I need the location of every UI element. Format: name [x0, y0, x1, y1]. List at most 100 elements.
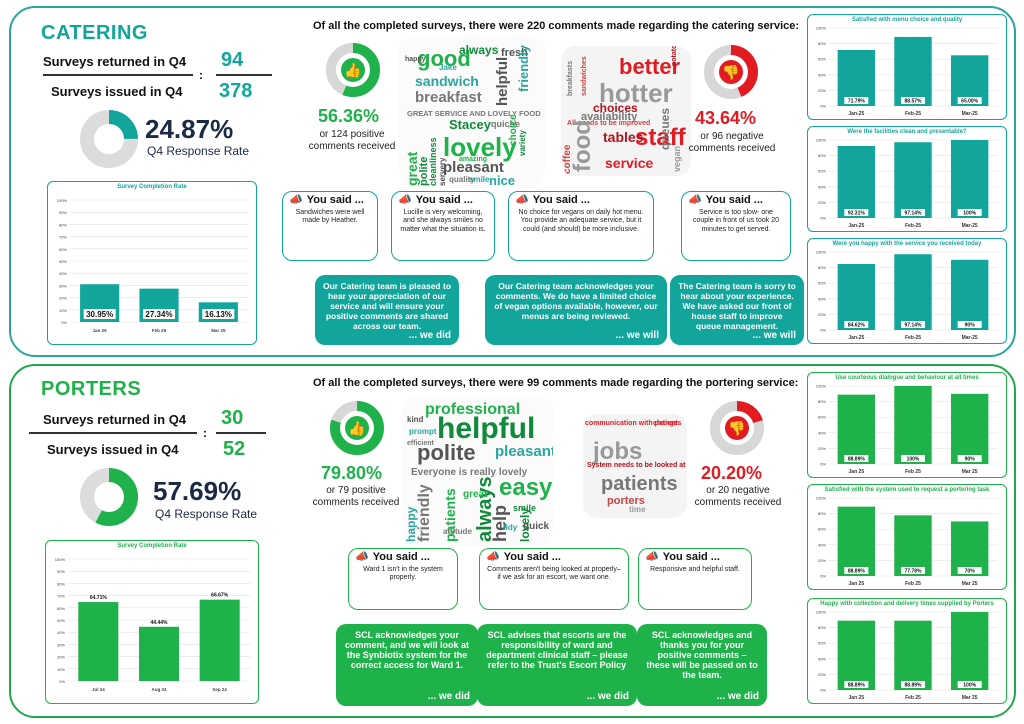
porters-word: efficient: [407, 440, 434, 447]
porters-side-ytick: 40%: [818, 542, 826, 547]
catering-completion-value-label: 27.34%: [145, 310, 172, 319]
porters-word: professional: [425, 401, 521, 418]
catering-reply-1-footer: ... we did: [408, 330, 451, 341]
catering-side-chart-title: Satisfied with menu choice and quality: [851, 17, 963, 23]
megaphone-icon: 📣: [355, 551, 369, 563]
porters-comment-1: 📣 You said ... Ward 1 isn't in the system…: [348, 548, 458, 610]
porters-completion-ytick: 50%: [57, 618, 65, 623]
porters-word: System needs to be looked at: [587, 462, 686, 469]
porters-completion-chart: Survey Completion Rate 100% 90% 80% 70% 60% 5…: [45, 540, 259, 704]
catering-word: Stacey: [449, 117, 491, 132]
catering-side-chart-title: Were you happy with the service you rece…: [832, 241, 982, 247]
porters-positive-donut: 👍: [330, 401, 384, 455]
catering-side-ytick: 20%: [818, 88, 826, 93]
porters-side-ytick: 80%: [818, 511, 826, 516]
porters-side-chart-title: Satisfied with the system used to reques…: [824, 487, 990, 493]
porters-word: kind: [407, 415, 424, 424]
catering-side-chart-2: Were the facilities clean and presentabl…: [807, 126, 1007, 232]
catering-word: good: [417, 46, 471, 71]
catering-word: nice: [489, 173, 516, 186]
catering-side-bar: [950, 259, 989, 330]
catering-side-chart-1: Satisfied with menu choice and quality 10…: [807, 14, 1007, 120]
porters-issued-label: Surveys issued in Q4: [47, 442, 179, 457]
porters-side-value-label: 100%: [907, 457, 920, 463]
catering-side-value-label: 90%: [965, 323, 976, 329]
thumbs-down-icon: 👎: [722, 64, 739, 81]
porters-side-ytick: 20%: [818, 446, 826, 451]
porters-side-category: Mar 25: [962, 581, 978, 587]
porters-word: helpful: [437, 412, 536, 445]
porters-reply-2: SCL advises that escorts are the respons…: [477, 624, 637, 706]
porters-side-bar: [894, 386, 932, 464]
porters-side-value-label: 100%: [963, 683, 976, 689]
catering-headline: Of all the completed surveys, there were…: [313, 20, 800, 32]
catering-side-bar: [894, 254, 932, 330]
porters-completion-ytick: 30%: [57, 642, 65, 647]
porters-side-ytick: 100%: [816, 610, 827, 615]
catering-completion-ytick: 30%: [59, 283, 67, 288]
catering-completion-category: Feb 25: [152, 328, 167, 333]
porters-side-ytick: 0%: [820, 462, 826, 467]
porters-completion-ytick: 70%: [57, 594, 65, 599]
porters-side-category: Feb 25: [905, 581, 921, 587]
porters-word: pleasant: [495, 443, 553, 460]
catering-word: quality: [449, 175, 475, 184]
catering-side-category: Feb-25: [905, 335, 921, 341]
catering-word: amazing: [459, 156, 488, 163]
catering-response-donut: [80, 110, 138, 168]
catering-side-bar: [894, 36, 932, 106]
porters-completion-bar: [78, 602, 119, 681]
catering-positive-donut: 👍: [326, 43, 380, 97]
catering-side-bar: [894, 142, 932, 218]
catering-side-category: Feb-25: [905, 111, 921, 117]
porters-word: prompt: [409, 427, 437, 436]
thumbs-up-icon: 👍: [344, 62, 361, 79]
porters-side-chart-3: Happy with collection and delivery times…: [807, 598, 1007, 704]
porters-completion-title: Survey Completion Rate: [117, 543, 187, 549]
catering-comment-3: 📣 You said ... No choice for vegans on da…: [508, 191, 654, 261]
porters-side-ytick: 40%: [818, 656, 826, 661]
porters-completion-bar: [199, 599, 240, 681]
porters-word: tidy: [503, 523, 518, 532]
porters-completion-ytick: 80%: [57, 581, 65, 586]
catering-issued-label: Surveys issued in Q4: [51, 84, 183, 99]
porters-completion-ytick: 10%: [57, 667, 65, 672]
porters-side-ytick: 40%: [818, 430, 826, 435]
catering-word: coffee: [562, 144, 573, 174]
porters-completion-ytick: 40%: [57, 630, 65, 635]
porters-side-value-label: 77.78%: [905, 569, 923, 575]
catering-word: quiche: [491, 119, 521, 129]
catering-word: potatoes: [671, 46, 678, 66]
catering-word: friendly: [516, 45, 531, 92]
megaphone-icon: 📣: [688, 194, 702, 206]
porters-side-bar: [837, 506, 876, 576]
porters-completion-category: Sep 24: [212, 687, 227, 692]
catering-word: hotter: [599, 78, 673, 108]
catering-completion-ytick: 20%: [59, 296, 67, 301]
porters-side-category: Feb 25: [905, 695, 921, 701]
catering-side-ytick: 60%: [818, 57, 826, 62]
catering-word: staff: [635, 124, 686, 151]
catering-side-value-label: 97.14%: [905, 323, 923, 329]
porters-word: Everyone is really lovely: [411, 467, 528, 478]
porters-side-category: Mar 25: [962, 695, 978, 701]
catering-side-category: Jan-25: [848, 335, 864, 341]
porters-word: easy: [499, 474, 553, 501]
catering-reply-3-footer: ... we will: [615, 330, 659, 341]
catering-completion-category: Jan 25: [93, 328, 108, 333]
thumbs-down-icon: 👎: [728, 420, 745, 437]
porters-word: patients: [601, 473, 678, 495]
catering-side-ytick: 80%: [818, 153, 826, 158]
porters-reply-1: SCL acknowledges your comment, and we wi…: [336, 624, 478, 706]
porters-reply-2-footer: ... we did: [586, 691, 629, 702]
catering-side-ytick: 80%: [818, 41, 826, 46]
catering-side-bar: [837, 263, 876, 330]
megaphone-icon: 📣: [645, 551, 659, 563]
porters-side-ytick: 80%: [818, 625, 826, 630]
catering-side-ytick: 100%: [816, 250, 827, 255]
catering-word: breakfasts: [567, 60, 574, 96]
catering-completion-ytick: 10%: [59, 308, 67, 313]
porters-response-donut: [80, 468, 138, 526]
catering-positive-text: or 124 positive comments received: [308, 129, 396, 152]
porters-side-chart-title: Use courteous dialogue and behaviour at …: [835, 375, 979, 381]
